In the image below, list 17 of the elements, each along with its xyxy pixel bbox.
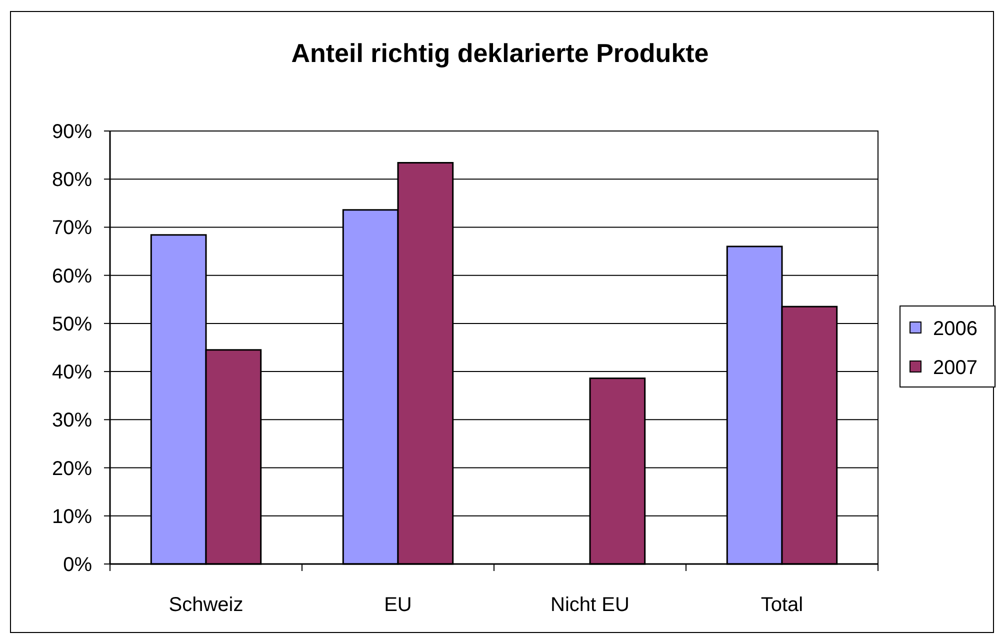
y-tick-label: 10%	[52, 506, 92, 528]
legend-label: 2007	[933, 357, 978, 379]
y-tick-label: 70%	[52, 217, 92, 240]
y-tick-label: 90%	[52, 121, 92, 143]
legend-label: 2006	[933, 318, 978, 340]
x-tick-label: EU	[384, 594, 412, 616]
x-tick-label: Total	[760, 594, 804, 616]
x-tick-label: Schweiz	[168, 594, 244, 616]
y-tick-label: 50%	[52, 313, 92, 336]
y-tick-label: 30%	[52, 410, 92, 432]
x-tick-label: Nicht EU	[550, 594, 630, 616]
chart-title: Anteil richtig deklarierte Produkte	[291, 38, 709, 68]
y-tick-label: 60%	[52, 265, 92, 288]
y-tick-label: 20%	[52, 458, 92, 480]
y-tick-label: 80%	[52, 169, 92, 192]
y-tick-label: 40%	[52, 362, 92, 384]
y-tick-label: 0%	[63, 554, 92, 576]
